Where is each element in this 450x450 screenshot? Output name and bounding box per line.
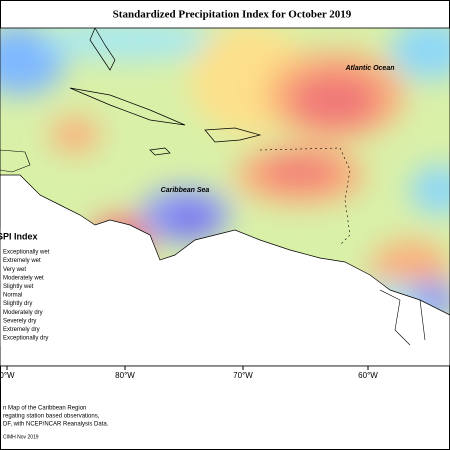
legend-item: Severely dry	[3, 318, 36, 324]
map-border	[0, 27, 450, 367]
longitude-label: 80°W	[115, 371, 135, 380]
legend-item: Moderately dry	[3, 310, 43, 316]
hispaniola	[204, 127, 262, 143]
legend-box	[0, 228, 96, 346]
legend-title: SPI Index	[0, 231, 38, 241]
longitude-label: 70°W	[233, 371, 253, 380]
antilles	[259, 147, 351, 246]
ocean-label: Atlantic Ocean	[344, 65, 394, 72]
legend-item: Exceptionally dry	[3, 336, 48, 342]
sea-label: Caribbean Sea	[161, 187, 210, 194]
map-title: Standardized Precipitation Index for Oct…	[113, 9, 352, 21]
footer-text: regating station based observations,	[3, 414, 100, 420]
legend-item: Slightly dry	[3, 301, 32, 307]
florida	[89, 28, 116, 71]
legend-item: Extremely dry	[3, 327, 40, 333]
legend-item: Exceptionally wet	[3, 250, 50, 256]
legend-item: Extremely wet	[3, 258, 41, 264]
yucatan	[0, 149, 31, 173]
legend-item: Normal	[3, 293, 22, 299]
spi-field	[0, 28, 450, 366]
footer-text: CIMH Nov 2019	[3, 434, 39, 440]
longitude-label: 0°W	[0, 371, 15, 380]
footer-text: n Map of the Caribbean Region	[3, 406, 86, 412]
footer-text: DF, with NCEP/NCAR Reanalysis Data.	[3, 422, 109, 428]
guianas	[379, 289, 426, 346]
jamaica	[149, 147, 171, 156]
cuba	[69, 87, 186, 126]
legend-item: Moderately wet	[3, 275, 44, 281]
legend-item: Very wet	[3, 267, 26, 273]
legend-item: Slightly wet	[3, 284, 34, 290]
longitude-label: 60°W	[358, 371, 378, 380]
